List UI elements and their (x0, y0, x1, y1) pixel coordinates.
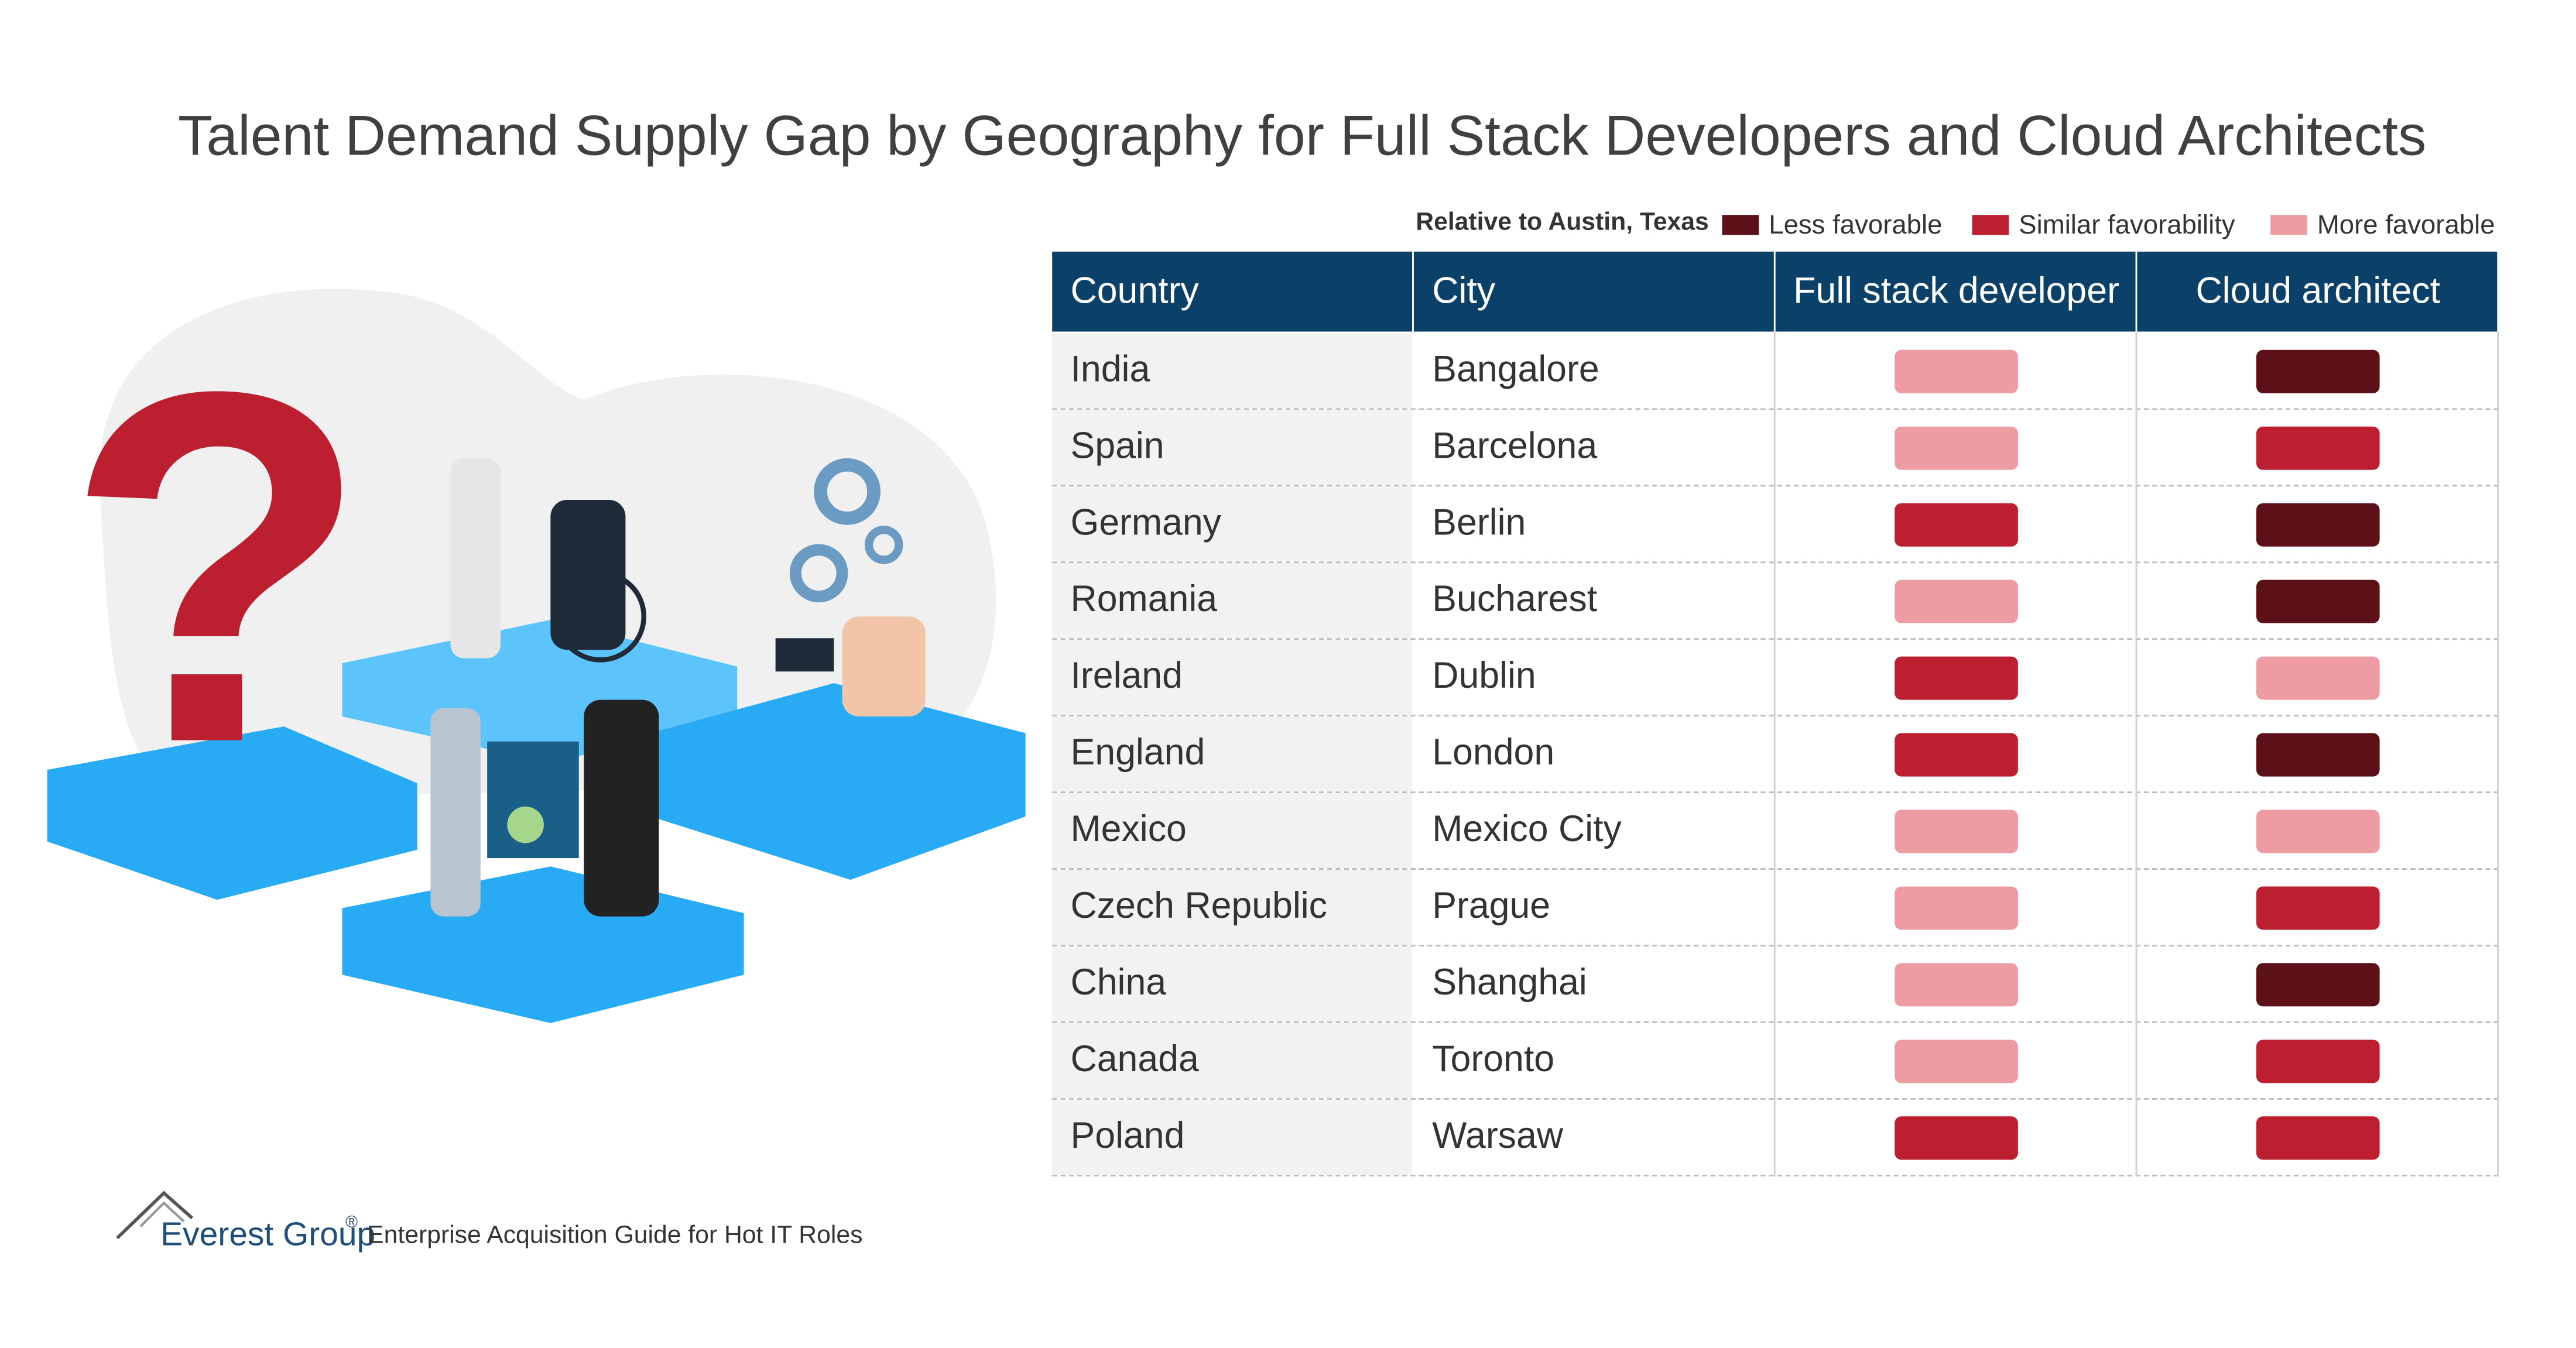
country-cell (1052, 486, 1413, 562)
rating-cell (2256, 426, 2380, 470)
city: Toronto (1432, 1038, 1554, 1079)
city: Warsaw (1432, 1115, 1564, 1156)
city: Bucharest (1432, 578, 1597, 619)
country: India (1071, 348, 1150, 389)
legend-entry: Similar favorability (2019, 210, 2235, 239)
brand-mark: ® (345, 1213, 358, 1232)
rating-cell (2256, 656, 2380, 700)
rating-cell (1895, 656, 2018, 700)
country: Czech Republic (1071, 885, 1327, 926)
legend-swatch (1972, 215, 2009, 235)
logo-mark (139, 1201, 185, 1227)
country-cell (1052, 333, 1413, 409)
country: Ireland (1071, 655, 1183, 696)
rating-cell (1895, 1116, 2018, 1160)
backdrop (99, 289, 996, 800)
country: Mexico (1071, 808, 1187, 849)
country-cell (1052, 640, 1413, 715)
column-header: Cloud architect (2195, 270, 2440, 311)
rating-cell (2256, 349, 2380, 393)
illustration: ? (47, 288, 1026, 1023)
person (450, 458, 501, 658)
rating-cell (1895, 579, 2018, 623)
rating-cell (2256, 810, 2380, 853)
column-header: Country (1071, 270, 1200, 311)
gear-icon (789, 544, 848, 603)
person (584, 699, 659, 917)
country-cell (1052, 946, 1413, 1022)
person (842, 616, 926, 717)
rating-cell (1895, 426, 2018, 470)
rating-cell (1895, 886, 2018, 930)
rating-cell (2256, 963, 2380, 1007)
country: Germany (1071, 502, 1222, 543)
rating-cell (1895, 810, 2018, 853)
legend-label: Relative to Austin, Texas (1416, 208, 1709, 236)
legend-entry: Less favorable (1769, 210, 1942, 239)
country: Poland (1071, 1115, 1185, 1156)
rating-cell (1895, 963, 2018, 1007)
header-cell (1052, 251, 1413, 332)
puzzle-piece (47, 726, 417, 900)
header-cell (1775, 251, 2136, 332)
logo-mark (116, 1191, 194, 1240)
header-cell (2137, 251, 2498, 332)
rating-cell (1895, 1040, 2018, 1083)
gear-icon (814, 458, 881, 525)
rating-cell (2256, 503, 2380, 547)
puzzle-piece (342, 866, 744, 1023)
rating-cell (2256, 579, 2380, 623)
country-cell (1052, 563, 1413, 639)
wheelchair (554, 571, 647, 663)
column-header: City (1432, 270, 1496, 311)
legend-swatch (2270, 215, 2307, 235)
pie-icon (507, 806, 544, 843)
country-cell (1052, 869, 1413, 945)
rating-cell (2256, 886, 2380, 930)
country-cell (1052, 793, 1413, 869)
country-cell (1052, 716, 1413, 792)
country-cell (1052, 410, 1413, 485)
column-header: Full stack developer (1793, 270, 2119, 311)
country: Romania (1071, 578, 1218, 619)
rating-cell (2256, 1116, 2380, 1160)
source: Enterprise Acquisition Guide for Hot IT … (367, 1221, 862, 1249)
rating-cell (1895, 733, 2018, 777)
country-cell (1052, 1023, 1413, 1098)
table: Country City Full stack developer Cloud arc… (1052, 251, 2499, 1177)
city: Mexico City (1432, 808, 1622, 849)
rating-cell (2256, 733, 2380, 777)
country: England (1071, 732, 1205, 773)
title: Talent Demand Supply Gap by Geography fo… (178, 104, 2426, 167)
city: Shanghai (1432, 962, 1587, 1003)
legend-entry: More favorable (2317, 210, 2495, 239)
country: China (1071, 962, 1167, 1003)
city: Bangalore (1432, 348, 1599, 389)
question-mark-icon: ? (64, 288, 370, 846)
city: Barcelona (1432, 425, 1597, 466)
legend: Relative to Austin, Texas Less favorable… (1416, 208, 2495, 239)
country: Spain (1071, 425, 1164, 466)
country-cell (1052, 1099, 1413, 1175)
header-cell (1413, 251, 1774, 332)
gear-icon (864, 526, 903, 564)
rating-cell (1895, 349, 2018, 393)
country: Canada (1071, 1038, 1199, 1079)
legend-swatch (1722, 215, 1759, 235)
city: Prague (1432, 885, 1550, 926)
puzzle-piece (650, 683, 1026, 880)
person (430, 708, 481, 917)
city: Berlin (1432, 502, 1526, 543)
rating-cell (1895, 503, 2018, 547)
footer: Everest Group ® Enterprise Acquisition G… (116, 1191, 862, 1253)
brand: Everest Group (160, 1215, 375, 1253)
city: Dublin (1432, 655, 1536, 696)
laptop (775, 638, 834, 672)
city: London (1432, 732, 1554, 773)
rating-cell (2256, 1040, 2380, 1083)
